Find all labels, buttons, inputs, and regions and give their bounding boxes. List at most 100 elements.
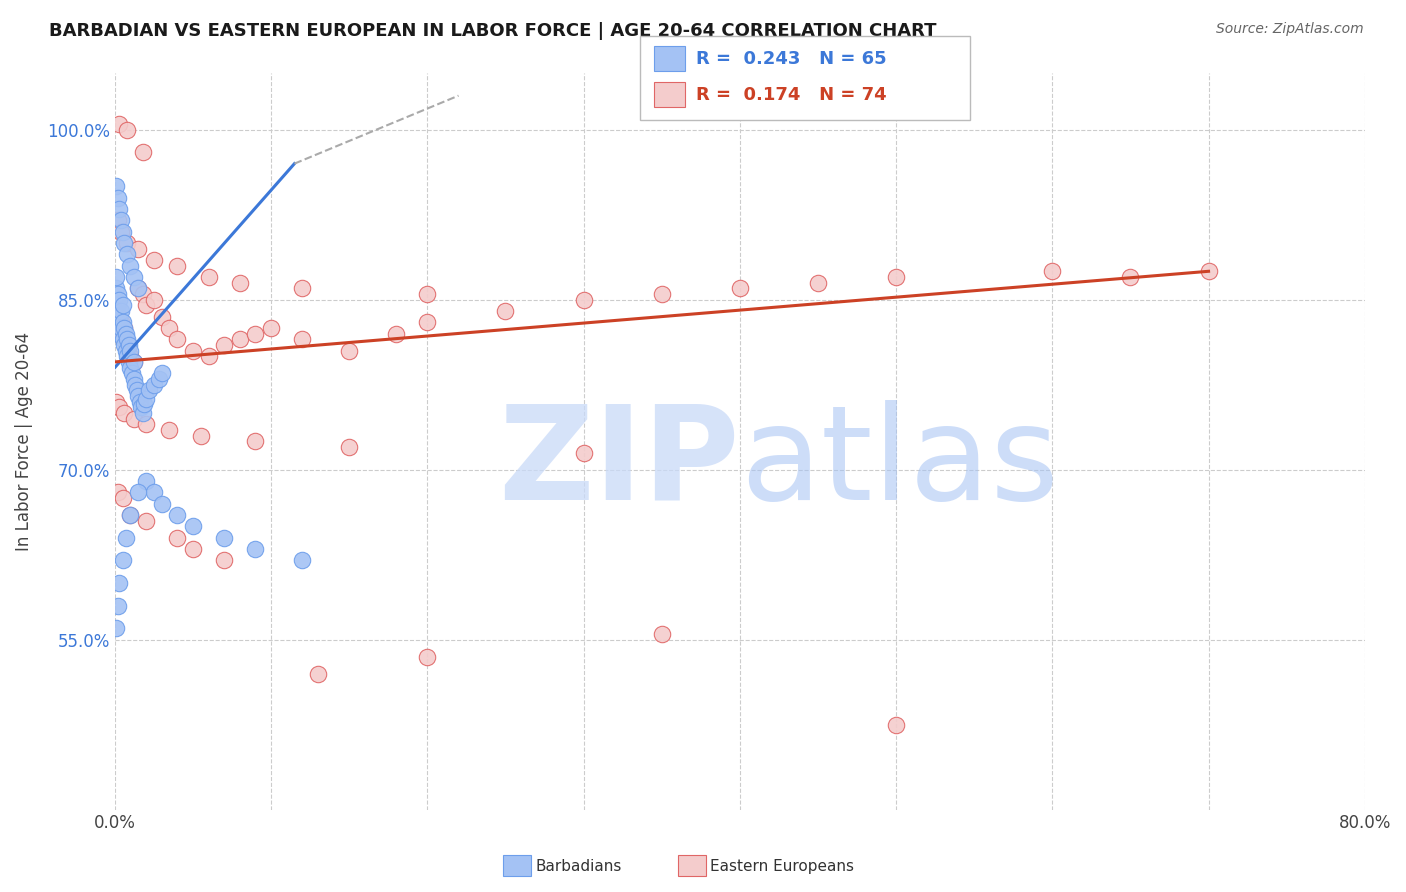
Point: [1198, 264, 1220, 278]
Point: [132, 406, 155, 420]
Text: Eastern Europeans: Eastern Europeans: [710, 859, 853, 873]
Point: [291, 332, 314, 346]
Point: [108, 202, 131, 216]
Point: [107, 191, 129, 205]
Point: [125, 384, 148, 398]
Point: [127, 242, 149, 256]
Text: R =  0.174   N = 74: R = 0.174 N = 74: [696, 86, 887, 103]
Point: [117, 235, 139, 250]
Point: [127, 281, 149, 295]
Point: [111, 491, 134, 505]
Point: [572, 293, 595, 307]
Point: [105, 621, 128, 635]
Point: [166, 332, 188, 346]
Point: [150, 310, 173, 324]
Point: [108, 575, 131, 590]
Point: [114, 531, 136, 545]
Point: [111, 332, 134, 346]
Text: Source: ZipAtlas.com: Source: ZipAtlas.com: [1216, 22, 1364, 37]
Point: [337, 343, 360, 358]
Point: [385, 326, 408, 341]
Point: [1040, 264, 1063, 278]
Point: [112, 338, 135, 352]
Point: [212, 553, 235, 567]
Point: [120, 508, 142, 522]
Point: [117, 332, 139, 346]
Point: [120, 343, 142, 358]
Point: [138, 384, 160, 398]
Point: [651, 627, 673, 641]
Point: [117, 247, 139, 261]
Point: [122, 355, 145, 369]
Point: [337, 440, 360, 454]
Text: atlas: atlas: [740, 400, 1059, 527]
Point: [135, 474, 157, 488]
Point: [416, 315, 439, 329]
Point: [111, 326, 134, 341]
Point: [120, 508, 142, 522]
Point: [127, 389, 149, 403]
Point: [122, 355, 145, 369]
Point: [107, 485, 129, 500]
Point: [128, 394, 150, 409]
Point: [110, 315, 132, 329]
Point: [190, 428, 212, 442]
Point: [105, 281, 128, 295]
Point: [108, 326, 131, 341]
Point: [112, 406, 135, 420]
Point: [107, 599, 129, 613]
Point: [135, 298, 157, 312]
Point: [229, 276, 252, 290]
Point: [111, 553, 134, 567]
Point: [117, 338, 139, 352]
Point: [884, 717, 907, 731]
Point: [111, 315, 134, 329]
Point: [117, 349, 139, 363]
Point: [112, 321, 135, 335]
Point: [108, 117, 131, 131]
Point: [118, 338, 141, 352]
Point: [120, 349, 142, 363]
Point: [135, 514, 157, 528]
Point: [245, 326, 267, 341]
Point: [105, 179, 128, 194]
Point: [212, 531, 235, 545]
Point: [135, 417, 157, 432]
Point: [107, 315, 129, 329]
Point: [884, 269, 907, 284]
Point: [142, 485, 165, 500]
Point: [107, 287, 129, 301]
Point: [142, 252, 165, 267]
Point: [111, 225, 134, 239]
Point: [120, 259, 142, 273]
Point: [108, 401, 131, 415]
Point: [112, 321, 135, 335]
Point: [416, 649, 439, 664]
Point: [111, 298, 134, 312]
Point: [166, 531, 188, 545]
Point: [291, 281, 314, 295]
Point: [166, 508, 188, 522]
Point: [229, 332, 252, 346]
Point: [212, 338, 235, 352]
Point: [105, 293, 128, 307]
Point: [148, 372, 170, 386]
Point: [108, 293, 131, 307]
Point: [197, 269, 219, 284]
Point: [260, 321, 283, 335]
Point: [107, 213, 129, 227]
Text: ZIP: ZIP: [498, 400, 740, 527]
Point: [197, 349, 219, 363]
Point: [110, 321, 132, 335]
Point: [307, 666, 329, 681]
Point: [105, 304, 128, 318]
Point: [150, 497, 173, 511]
Point: [110, 304, 132, 318]
Point: [114, 343, 136, 358]
Point: [127, 485, 149, 500]
Point: [135, 392, 157, 407]
Point: [181, 541, 204, 556]
Point: [807, 276, 830, 290]
Point: [110, 213, 132, 227]
Point: [117, 122, 139, 136]
